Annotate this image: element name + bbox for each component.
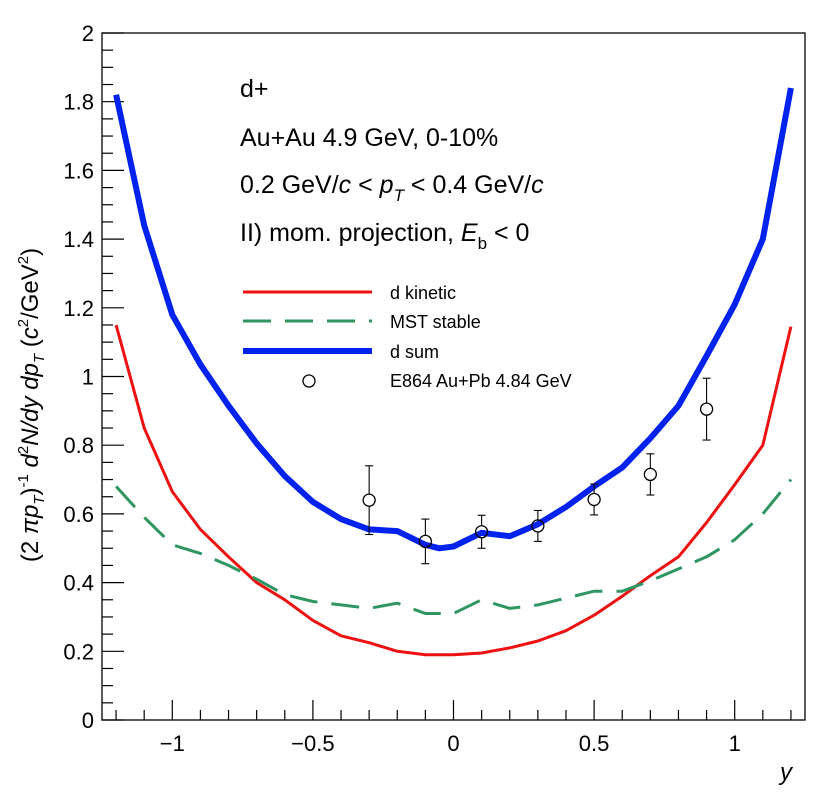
data-point-e864 (362, 493, 376, 507)
legend-label-mst-stable: MST stable (390, 312, 481, 332)
annotation-particle: d+ (240, 75, 269, 103)
pt-c1: c (339, 171, 352, 199)
y-axis-ticks: 0 0.2 0.4 0.6 0.8 1 1.2 1.4 1.6 1.8 2 (63, 21, 124, 733)
x-axis-title: y (778, 759, 794, 786)
series-layer (113, 87, 794, 657)
legend-swatch-e864 (302, 374, 316, 388)
series-line-d-sum (113, 87, 794, 552)
y-tick-label: 0.6 (63, 502, 94, 527)
x-tick-label: 1 (729, 731, 741, 756)
method-pre: II) mom. projection, (240, 219, 461, 247)
y-tick-label: 1.2 (63, 296, 94, 321)
plot-frame (101, 32, 806, 721)
y-tick-label: 0.4 (63, 571, 94, 596)
y-tick-label: 0 (82, 708, 94, 733)
series-line-mst-stable (114, 478, 793, 615)
x-tick-label: −1 (160, 731, 185, 756)
y-axis-title: (2 πpT)-1 d2N/dy dpT (c2/GeV2) (15, 248, 48, 562)
y-tick-label: 1 (82, 365, 94, 390)
data-point-e864 (699, 402, 714, 416)
data-point-e864 (643, 467, 657, 482)
y-tick-label: 0.2 (63, 639, 94, 664)
pt-c2: c (531, 171, 544, 199)
data-point-e864 (474, 525, 489, 539)
legend-label-e864: E864 Au+Pb 4.84 GeV (390, 371, 572, 391)
legend: d kinetic MST stable d sum E864 Au+Pb 4.… (243, 283, 572, 391)
x-axis-ticks: −1 −0.5 0 0.5 1 (115, 700, 792, 756)
method-E: E (461, 219, 478, 247)
pt-p: p (379, 171, 394, 199)
y-tick-label: 0.8 (63, 433, 94, 458)
method-post: < 0 (487, 219, 529, 247)
y-tick-label: 1.6 (63, 158, 94, 183)
y-tick-label: 2 (82, 21, 94, 46)
pt-pre: 0.2 GeV/ (240, 171, 339, 199)
x-tick-label: 0 (447, 731, 459, 756)
pt-lt1: < (351, 171, 380, 199)
data-point-e864 (531, 519, 545, 533)
legend-label-d-kinetic: d kinetic (390, 283, 456, 303)
data-point-e864 (587, 492, 601, 507)
frame-layer (101, 32, 806, 721)
series-line-d-kinetic (114, 324, 793, 657)
x-tick-label: −0.5 (291, 731, 334, 756)
annotation-method: II) mom. projection, Eb < 0 (240, 219, 529, 253)
x-tick-label: 0.5 (579, 731, 610, 756)
data-point-e864 (418, 534, 433, 549)
y-tick-label: 1.4 (63, 227, 94, 252)
annotation-system: Au+Au 4.9 GeV, 0-10% (240, 124, 498, 152)
legend-label-d-sum: d sum (390, 342, 439, 362)
method-b: b (478, 234, 487, 253)
pt-lt2: < 0.4 GeV/ (404, 171, 531, 199)
annotation-pt-range: 0.2 GeV/c < pT < 0.4 GeV/c (240, 171, 544, 205)
y-tick-label: 1.8 (63, 90, 94, 115)
pt-T: T (394, 186, 406, 205)
